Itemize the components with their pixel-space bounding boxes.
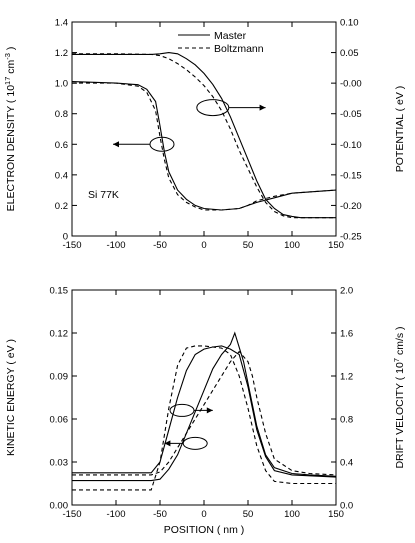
- legend-label-master: Master: [214, 30, 247, 42]
- y-tick-label: 0.15: [50, 286, 69, 297]
- y2-tick-label: -0.25: [340, 232, 362, 243]
- x-tick-label: -150: [62, 509, 81, 520]
- energy-callout-ellipse: [182, 436, 208, 450]
- y-tick-label: 0.06: [50, 415, 69, 426]
- x-tick-label: -100: [106, 509, 125, 520]
- x-axis-label: POSITION ( nm ): [164, 524, 245, 536]
- x-tick-label: 100: [284, 240, 300, 251]
- potential-callout-ellipse: [196, 99, 230, 117]
- x-tick-label: 0: [201, 509, 206, 520]
- y2-axis-label: POTENTIAL ( eV ): [394, 86, 406, 173]
- y2-tick-label: 2.0: [340, 286, 353, 297]
- bottom-panel: -150 -100 -50 0 50 100 150 0.00 0.03 0.06 0.09 0.12…: [5, 286, 406, 537]
- y-axis-label: KINETIC ENERGY ( eV ): [5, 339, 17, 456]
- y-tick-label: 0: [63, 232, 68, 243]
- potential-callout-arrow-head: [259, 104, 266, 111]
- series-line-master-left: [71, 81, 337, 211]
- y2-tick-label: 1.6: [340, 329, 353, 340]
- y2-tick-label: -0.15: [340, 170, 362, 181]
- y-tick-label: 1.2: [55, 48, 68, 59]
- x-tick-label: 150: [328, 240, 344, 251]
- x-tick-label: 0: [201, 240, 206, 251]
- legend-label-boltzmann: Boltzmann: [214, 43, 264, 55]
- x-tick-label: -100: [106, 240, 125, 251]
- density-callout-arrow-head: [113, 141, 119, 148]
- y2-tick-label: 0.10: [340, 18, 359, 29]
- y2-tick-label: -0.05: [340, 109, 362, 120]
- y-axis-label: ELECTRON DENSITY ( 1017 cm-3 ): [3, 47, 18, 212]
- annotation-label: Si 77K: [88, 189, 119, 201]
- y-tick-label: 0.03: [50, 458, 69, 469]
- x-tick-label: 50: [243, 240, 254, 251]
- y2-tick-label: -0.10: [340, 140, 362, 151]
- y2-tick-label: -0.20: [340, 201, 362, 212]
- x-tick-label: -50: [153, 240, 167, 251]
- y2-tick-label: 0.8: [340, 415, 353, 426]
- y2-tick-label: 0.0: [340, 501, 353, 512]
- y-tick-label: 0.8: [55, 109, 68, 120]
- y2-tick-label: -0.00: [340, 79, 362, 90]
- series-line-boltzmann-left: [72, 350, 337, 476]
- y-tick-label: 0.6: [55, 140, 68, 151]
- energy-callout-arrow-head: [164, 440, 171, 447]
- y2-tick-label: 0.05: [340, 48, 359, 59]
- series-line-master-right: [72, 345, 337, 478]
- y-tick-label: 0.12: [50, 329, 69, 340]
- velocity-callout-arrow-head: [206, 407, 213, 414]
- series-line-boltzmann-left: [72, 82, 337, 211]
- y2-tick-label: 0.4: [340, 458, 353, 469]
- y-tick-label: 1.0: [55, 79, 68, 90]
- x-tick-label: 150: [328, 509, 344, 520]
- series-line-boltzmann-right: [72, 53, 336, 219]
- y-tick-label: 0.2: [55, 201, 68, 212]
- x-tick-label: -50: [153, 509, 167, 520]
- x-tick-label: 100: [284, 509, 300, 520]
- y-tick-label: 0.00: [50, 501, 69, 512]
- y-tick-label: 0.09: [50, 372, 69, 383]
- y-tick-label: 1.4: [55, 18, 68, 29]
- x-tick-label: 50: [243, 509, 254, 520]
- series-line-master-left: [72, 331, 337, 482]
- y2-axis-label: DRIFT VELOCITY ( 107 cm/s ): [392, 326, 407, 468]
- top-panel: -150 -100 -50 0 50 100 150 0 0.2 0.4 0.6 0.8 1.0 1.2 1…: [3, 18, 407, 252]
- x-tick-label: -150: [62, 240, 81, 251]
- series-line-boltzmann-right: [72, 345, 336, 491]
- y-tick-label: 0.4: [55, 170, 68, 181]
- y2-tick-label: 1.2: [340, 372, 353, 383]
